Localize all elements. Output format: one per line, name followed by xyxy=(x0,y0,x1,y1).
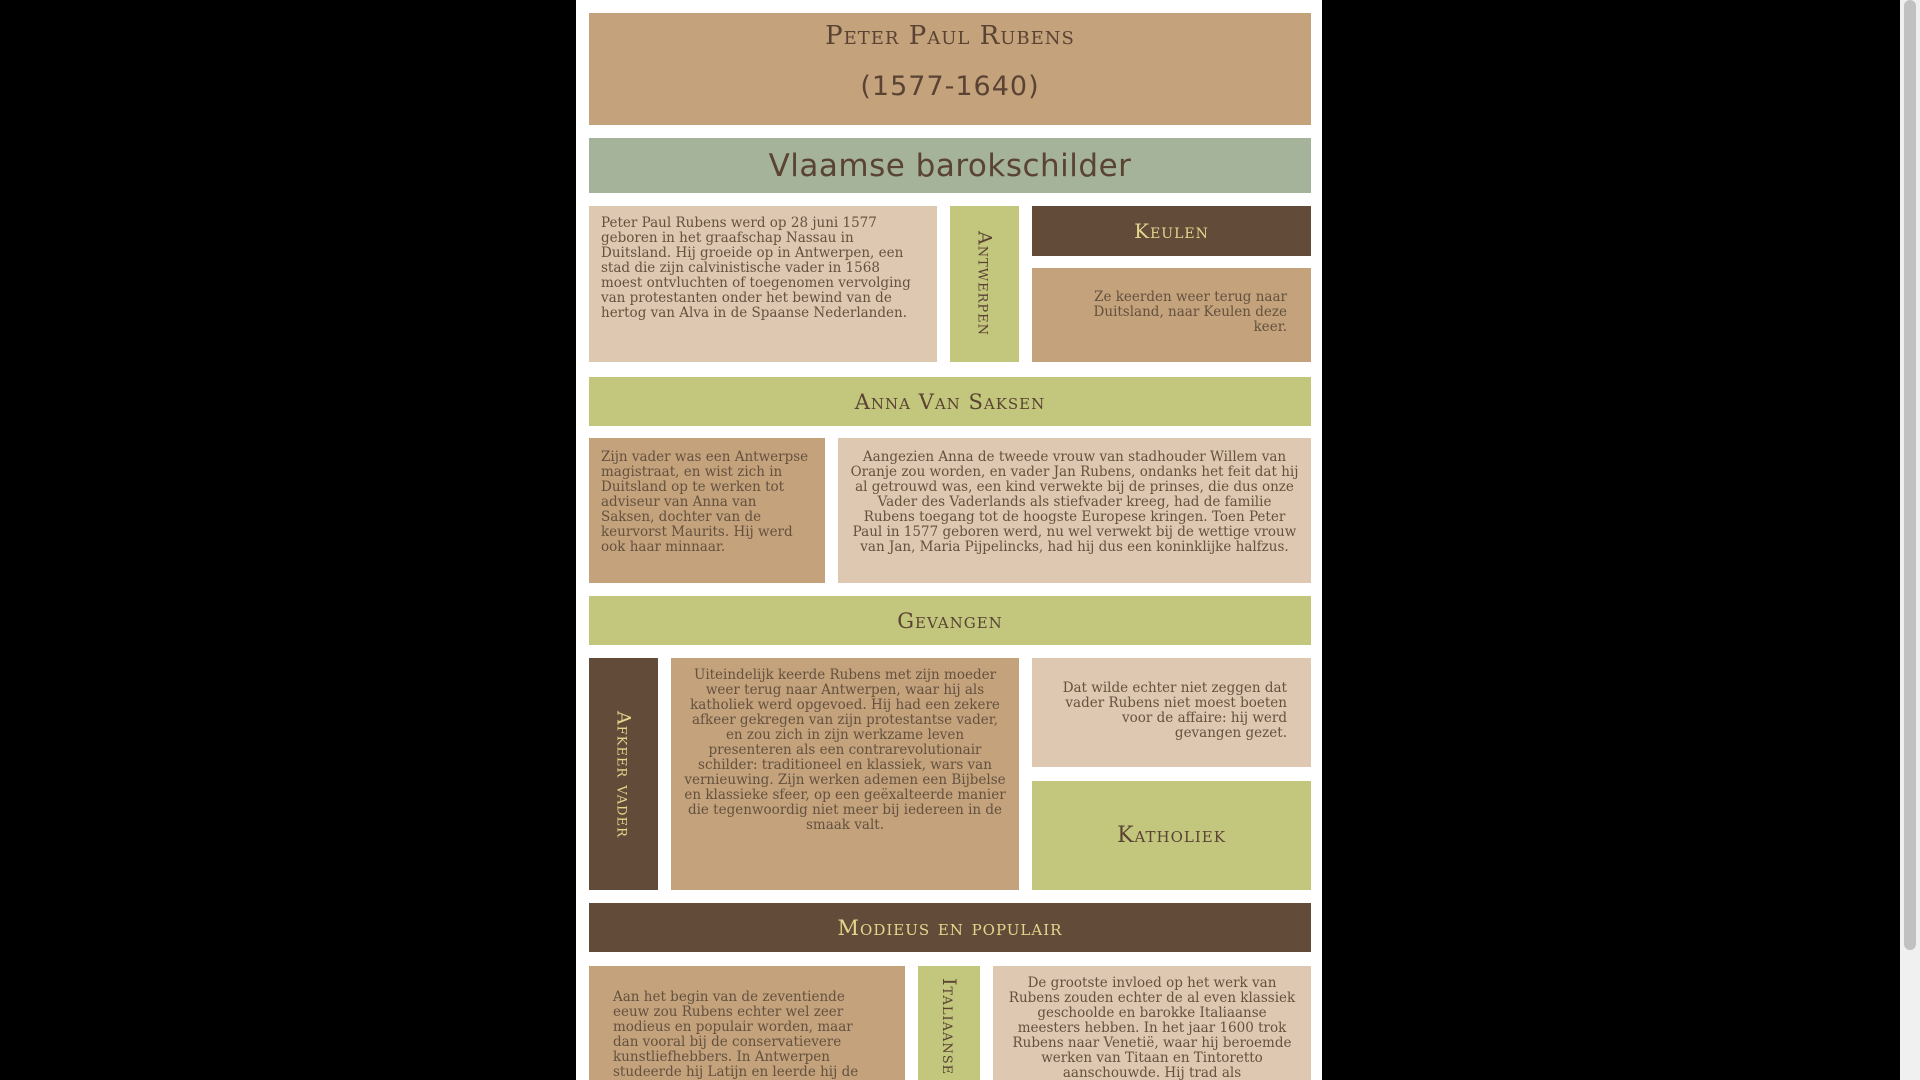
modieus-left-block: Aan het begin van de zeventiende eeuw zo… xyxy=(589,966,905,1080)
modieus-left-text: Aan het begin van de zeventiende eeuw zo… xyxy=(613,989,859,1080)
katholiek-block: Katholiek xyxy=(1032,781,1311,890)
years: (1577-1640) xyxy=(860,71,1040,102)
katholiek-title: Katholiek xyxy=(1117,823,1226,848)
vertical-label-italiaanse: Italiaanse xyxy=(918,966,980,1080)
page-title: Peter Paul Rubens xyxy=(825,21,1075,51)
modieus-heading-bar: Modieus en populair xyxy=(589,903,1311,952)
scrollbar-thumb[interactable] xyxy=(1904,0,1916,950)
subtitle-banner: Vlaamse barokschilder xyxy=(589,138,1311,193)
gevangen-right-block: Dat wilde echter niet zeggen dat vader R… xyxy=(1032,658,1311,767)
keulen-header: Keulen xyxy=(1032,206,1311,256)
italiaanse-label: Italiaanse xyxy=(938,978,960,1076)
vertical-label-antwerpen: Antwerpen xyxy=(950,206,1019,362)
keulen-text-block: Ze keerden weer terug naar Duitsland, na… xyxy=(1032,268,1311,362)
gevangen-right-text: Dat wilde echter niet zeggen dat vader R… xyxy=(1062,680,1287,741)
gevangen-middle-block: Uiteindelijk keerde Rubens met zijn moed… xyxy=(671,658,1019,890)
modieus-right-block: De grootste invloed op het werk van Rube… xyxy=(993,966,1311,1080)
gevangen-heading: Gevangen xyxy=(897,608,1003,633)
anna-heading-bar: Anna Van Saksen xyxy=(589,377,1311,426)
subtitle: Vlaamse barokschilder xyxy=(768,147,1132,184)
anna-left-block: Zijn vader was een Antwerpse magistraat,… xyxy=(589,438,825,583)
intro-text: Peter Paul Rubens werd op 28 juni 1577 g… xyxy=(601,215,911,321)
modieus-right-text: De grootste invloed op het werk van Rube… xyxy=(1008,975,1296,1080)
gevangen-middle-text: Uiteindelijk keerde Rubens met zijn moed… xyxy=(684,667,1006,833)
vertical-scrollbar[interactable] xyxy=(1900,0,1920,1080)
keulen-title: Keulen xyxy=(1134,219,1209,243)
afkeer-vader-label: Afkeer vader xyxy=(612,710,635,838)
title-block: Peter Paul Rubens (1577-1640) xyxy=(589,13,1311,125)
intro-text-block: Peter Paul Rubens werd op 28 juni 1577 g… xyxy=(589,206,937,362)
anna-heading: Anna Van Saksen xyxy=(854,389,1046,414)
vertical-label-afkeer: Afkeer vader xyxy=(589,658,658,890)
page: Peter Paul Rubens (1577-1640) Vlaamse ba… xyxy=(576,0,1322,1080)
keulen-text: Ze keerden weer terug naar Duitsland, na… xyxy=(1093,289,1287,335)
anna-right-text: Aangezien Anna de tweede vrouw van stadh… xyxy=(850,449,1299,555)
modieus-heading: Modieus en populair xyxy=(837,915,1063,940)
gevangen-heading-bar: Gevangen xyxy=(589,596,1311,645)
anna-left-text: Zijn vader was een Antwerpse magistraat,… xyxy=(601,449,809,555)
anna-right-block: Aangezien Anna de tweede vrouw van stadh… xyxy=(838,438,1311,583)
antwerpen-label: Antwerpen xyxy=(973,231,996,337)
